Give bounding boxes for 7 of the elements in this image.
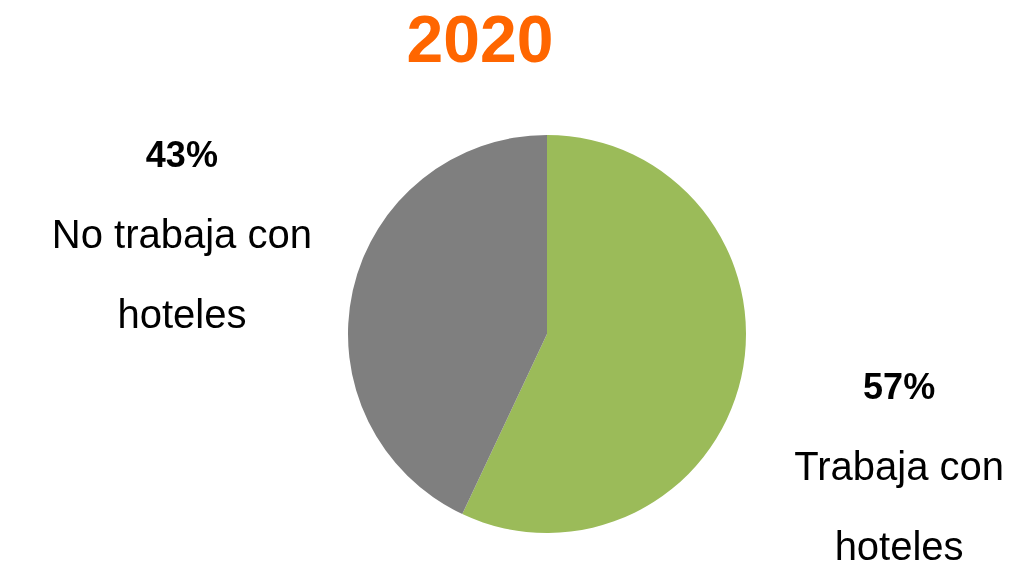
data-label: 43% (145, 134, 218, 176)
data-label: 57% (863, 365, 936, 407)
pie-slice (462, 135, 746, 533)
slice-label: Trabaja con hoteles (794, 443, 1004, 568)
chart-title: 2020 (406, 2, 554, 76)
slice-label: No trabaja con hoteles (51, 212, 312, 337)
pie-slice (348, 135, 547, 515)
